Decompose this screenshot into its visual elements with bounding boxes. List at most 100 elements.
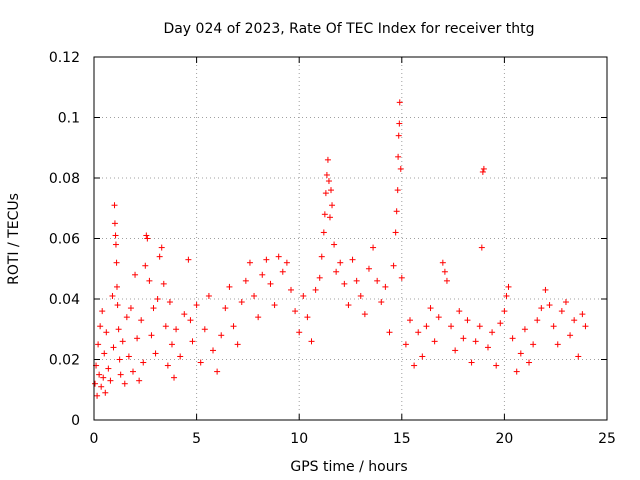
y-tick-label: 0.02 (49, 353, 80, 369)
data-point (242, 277, 249, 284)
data-point (140, 359, 147, 366)
data-point (107, 377, 114, 384)
data-point (456, 308, 463, 315)
data-point (320, 229, 327, 236)
data-point (392, 229, 399, 236)
data-point (582, 323, 589, 330)
data-point (542, 286, 549, 293)
data-point (341, 280, 348, 287)
data-point (238, 299, 245, 306)
data-point (134, 335, 141, 342)
data-point (259, 271, 266, 278)
data-point (328, 187, 335, 194)
y-tick-label: 0.04 (49, 292, 80, 308)
axes: 0 5 10 15 20 25 0 0.02 0.04 0.06 0.08 0.1 0.12 (49, 50, 616, 447)
data-point (513, 368, 520, 375)
data-point (337, 259, 344, 266)
data-point (251, 292, 258, 299)
data-point (534, 317, 541, 324)
y-tick-label: 0.12 (49, 50, 80, 66)
data-point (333, 268, 340, 275)
data-point (152, 350, 159, 357)
x-axis-label: GPS time / hours (290, 459, 407, 475)
data-point (187, 317, 194, 324)
data-point (308, 338, 315, 345)
data-point (111, 202, 118, 209)
data-point (156, 253, 163, 260)
data-point (97, 323, 104, 330)
data-point (435, 314, 442, 321)
data-point (101, 350, 108, 357)
y-tick-label: 0 (71, 413, 80, 429)
data-point (554, 341, 561, 348)
data-point (164, 362, 171, 369)
data-point (325, 178, 332, 185)
data-point (361, 311, 368, 318)
x-tick-label: 15 (393, 431, 411, 447)
data-point (550, 323, 557, 330)
data-point (411, 362, 418, 369)
data-point (493, 362, 500, 369)
data-point (503, 292, 510, 299)
data-point (398, 274, 405, 281)
data-point (283, 259, 290, 266)
data-point (150, 305, 157, 312)
data-point (296, 329, 303, 336)
data-point (99, 308, 106, 315)
data-point (546, 302, 553, 309)
data-point (271, 302, 278, 309)
chart-title: Day 024 of 2023, Rate Of TEC Index for r… (163, 21, 534, 37)
data-point (419, 353, 426, 360)
data-point (312, 286, 319, 293)
data-point (423, 323, 430, 330)
data-point (127, 305, 134, 312)
data-point (517, 350, 524, 357)
data-point (396, 99, 403, 106)
data-point (480, 165, 487, 172)
data-point (479, 168, 486, 175)
data-point (121, 380, 128, 387)
data-point (382, 283, 389, 290)
data-point (103, 329, 110, 336)
data-point (575, 353, 582, 360)
data-point (397, 165, 404, 172)
data-point (476, 323, 483, 330)
data-point (329, 202, 336, 209)
data-point (349, 256, 356, 263)
data-point (394, 187, 401, 194)
data-point (521, 326, 528, 333)
data-point (395, 132, 402, 139)
x-tick-label: 20 (495, 431, 513, 447)
y-tick-label: 0.08 (49, 171, 80, 187)
data-point (407, 317, 414, 324)
data-point (226, 283, 233, 290)
data-point (357, 292, 364, 299)
data-point (279, 268, 286, 275)
data-point (112, 232, 119, 239)
data-point (98, 383, 105, 390)
data-point (441, 268, 448, 275)
data-point (116, 356, 123, 363)
data-point (558, 308, 565, 315)
data-point (443, 277, 450, 284)
data-point (113, 259, 120, 266)
data-point (365, 265, 372, 272)
data-point (115, 326, 122, 333)
data-point (304, 314, 311, 321)
data-point (431, 338, 438, 345)
data-point (370, 244, 377, 251)
data-point (472, 338, 479, 345)
data-point (125, 353, 132, 360)
data-point (171, 374, 178, 381)
data-point (181, 311, 188, 318)
data-point (117, 371, 124, 378)
data-point (154, 296, 161, 302)
data-point (110, 344, 117, 351)
data-point (464, 317, 471, 324)
data-point (562, 299, 569, 306)
y-axis-label: ROTI / TECUs (6, 193, 22, 285)
data-point (378, 299, 385, 306)
data-point (353, 277, 360, 284)
data-point (197, 359, 204, 366)
